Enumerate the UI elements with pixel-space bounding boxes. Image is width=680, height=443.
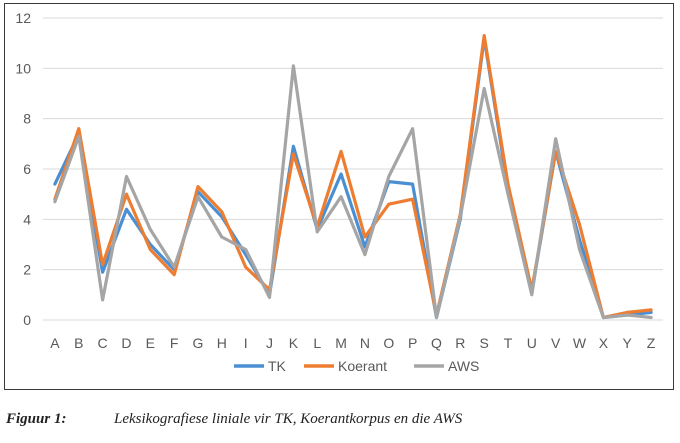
x-tick-label: U	[527, 335, 537, 351]
x-tick-label: K	[289, 335, 299, 351]
x-tick-label: N	[360, 335, 370, 351]
y-axis-tick-labels: 0 2 4 6 8 10 12	[15, 10, 31, 328]
x-tick-label: B	[74, 335, 83, 351]
legend-label: AWS	[448, 358, 479, 374]
series-line-aws	[53, 64, 653, 320]
series-line-tk	[53, 36, 653, 320]
x-tick-label: L	[313, 335, 321, 351]
x-tick-label: D	[121, 335, 131, 351]
x-tick-label: M	[335, 335, 347, 351]
y-tick-label: 0	[23, 312, 31, 328]
y-tick-label: 8	[23, 111, 31, 127]
figure-caption: Figuur 1: Leksikografiese liniale vir TK…	[6, 411, 676, 431]
x-tick-label: T	[504, 335, 513, 351]
y-tick-label: 2	[23, 262, 31, 278]
x-tick-label: F	[170, 335, 179, 351]
caption-label: Figuur 1:	[6, 411, 67, 427]
x-tick-label: W	[573, 335, 587, 351]
y-tick-label: 6	[23, 161, 31, 177]
x-tick-label: A	[50, 335, 60, 351]
legend-item-aws: AWS	[414, 358, 479, 374]
x-tick-label: X	[599, 335, 609, 351]
y-tick-label: 10	[15, 60, 31, 76]
x-tick-label: Z	[647, 335, 656, 351]
legend-label: Koerant	[338, 358, 387, 374]
legend-item-tk: TK	[234, 358, 287, 374]
legend-label: TK	[268, 358, 287, 374]
x-tick-label: O	[383, 335, 394, 351]
series-lines	[53, 34, 653, 320]
x-tick-label: P	[408, 335, 417, 351]
x-tick-label: G	[193, 335, 204, 351]
x-tick-label: H	[217, 335, 227, 351]
x-tick-label: Y	[623, 335, 633, 351]
x-tick-label: Q	[431, 335, 442, 351]
legend-item-koerant: Koerant	[304, 358, 387, 374]
y-tick-label: 4	[23, 211, 31, 227]
x-tick-label: J	[266, 335, 273, 351]
x-tick-label: I	[244, 335, 248, 351]
x-tick-label: R	[455, 335, 465, 351]
x-tick-label: C	[98, 335, 108, 351]
caption-text: Leksikografiese liniale vir TK, Koerantk…	[114, 411, 463, 427]
grid-lines	[43, 17, 663, 321]
legend: TK Koerant AWS	[234, 358, 479, 374]
x-tick-label: S	[479, 335, 488, 351]
x-tick-label: V	[551, 335, 561, 351]
x-tick-label: E	[146, 335, 155, 351]
y-tick-label: 12	[15, 10, 31, 26]
